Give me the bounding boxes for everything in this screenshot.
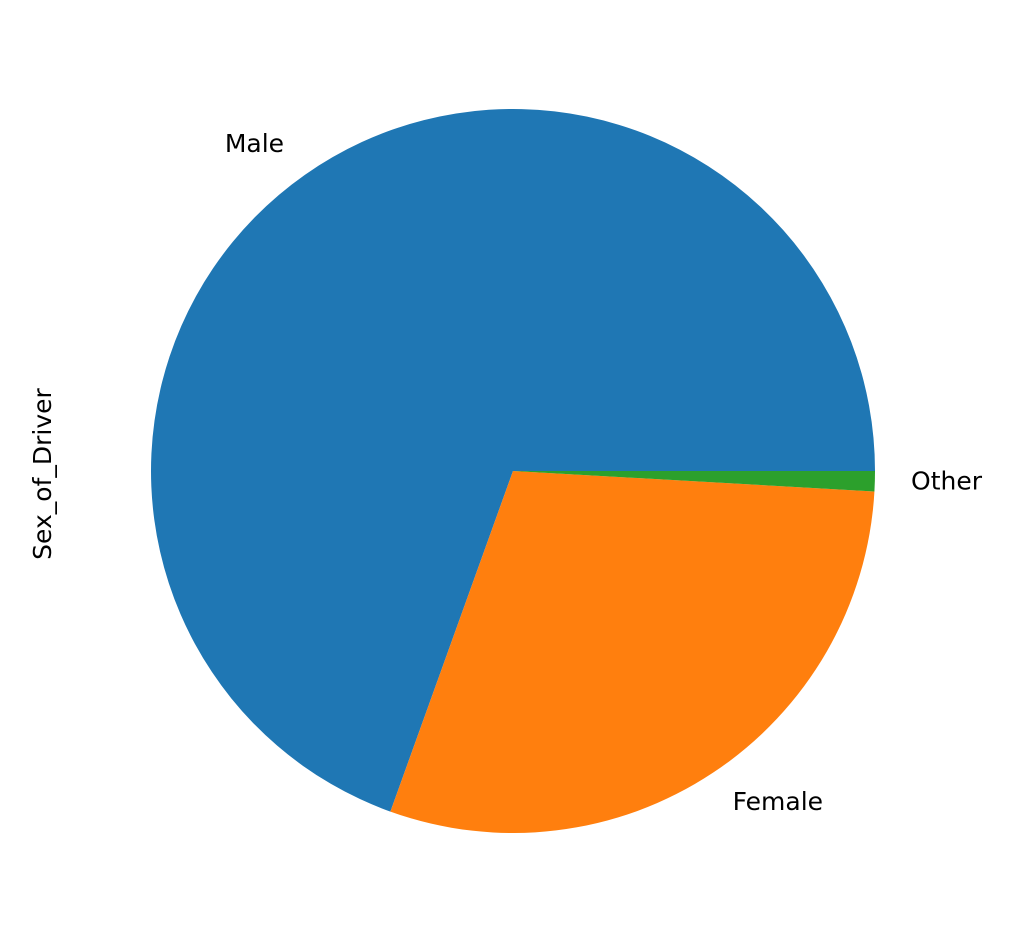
slice-label-other: Other (911, 466, 983, 495)
pie-slice-female (390, 471, 875, 834)
slice-labels: Male Female Other (225, 129, 983, 816)
pie-slice-male (151, 109, 876, 812)
pie-slice-other (513, 471, 875, 492)
slice-label-female: Female (733, 787, 823, 816)
y-axis-label: Sex_of_Driver (28, 387, 57, 559)
pie-slices (151, 109, 876, 834)
slice-label-male: Male (225, 129, 284, 158)
